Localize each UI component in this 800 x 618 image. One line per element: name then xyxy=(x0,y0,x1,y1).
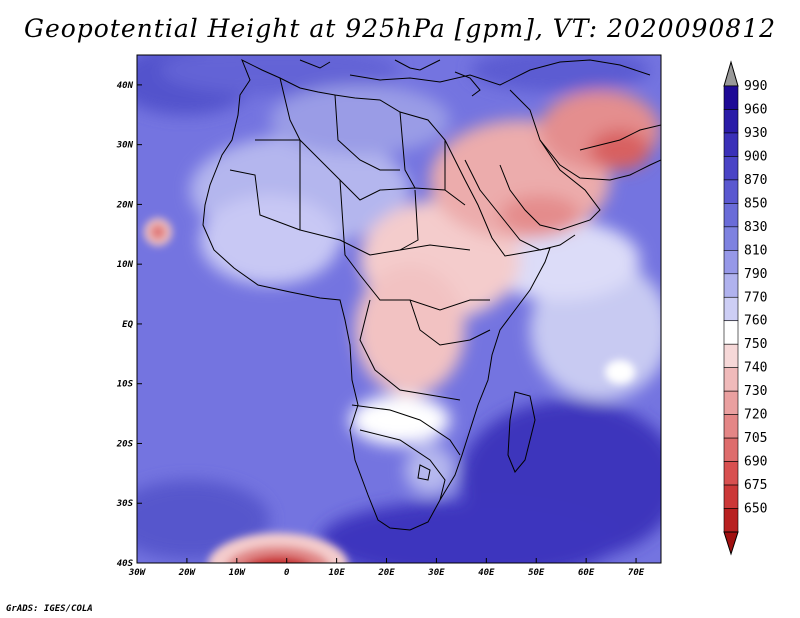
colorbar-swatch xyxy=(723,508,739,533)
colorbar-label: 770 xyxy=(744,290,767,305)
colorbar-swatch xyxy=(723,484,739,509)
lon-tick-label: 20E xyxy=(377,568,395,578)
longitude-axis: 30W 20W 10W 0 10E 20E 30E 40E 50E 60E 70E xyxy=(128,558,645,578)
colorbar-label: 690 xyxy=(744,455,767,470)
lon-tick-label: 20W xyxy=(178,568,197,578)
lat-tick-label: 40N xyxy=(117,81,134,91)
colorbar-swatch xyxy=(723,367,739,392)
colorbar-swatch xyxy=(723,296,739,322)
lat-tick-label: 30N xyxy=(116,141,134,151)
colorbar: 990 960 930 900 870 850 830 810 790 770 760 750 740 7… xyxy=(723,60,767,556)
lon-tick-label: 10E xyxy=(328,568,345,578)
colorbar-swatch xyxy=(723,226,739,251)
lat-tick-label: 20N xyxy=(116,200,134,210)
lat-tick-label: 30S xyxy=(116,499,134,509)
lon-tick-label: 30E xyxy=(427,568,445,578)
colorbar-swatch xyxy=(723,273,739,298)
latitude-axis: 40N 30N 20N 10N EQ 10S 20S 30S 40S xyxy=(116,81,142,569)
lon-tick-label: 10W xyxy=(229,568,247,578)
grads-credit: GrADS: IGES/COLA xyxy=(6,604,93,614)
colorbar-swatch xyxy=(723,250,739,275)
coastlines xyxy=(202,58,661,531)
colorbar-label: 850 xyxy=(744,196,767,211)
colorbar-label: 870 xyxy=(744,173,767,188)
colorbar-swatch xyxy=(723,85,739,110)
colorbar-label: 675 xyxy=(744,478,767,493)
colorbar-label: 960 xyxy=(744,102,767,117)
colorbar-label: 750 xyxy=(744,337,767,352)
lon-tick-label: 60E xyxy=(578,568,595,578)
colorbar-swatch xyxy=(723,109,739,134)
colorbar-label: 705 xyxy=(744,431,767,446)
lon-tick-label: 40E xyxy=(478,568,495,578)
colorbar-label: 730 xyxy=(744,384,767,399)
colorbar-swatch xyxy=(723,390,739,415)
lat-tick-label: EQ xyxy=(122,320,133,330)
colorbar-swatch xyxy=(723,461,739,486)
colorbar-label: 900 xyxy=(744,149,767,164)
colorbar-top-cap xyxy=(723,60,739,87)
colorbar-swatch xyxy=(723,437,739,462)
colorbar-label: 830 xyxy=(744,220,767,235)
colorbar-swatch xyxy=(723,343,739,368)
colorbar-label: 930 xyxy=(744,126,767,141)
colorbar-label: 650 xyxy=(744,502,767,517)
colorbar-swatch xyxy=(723,179,739,204)
lon-tick-label: 30W xyxy=(128,568,147,578)
lon-tick-label: 70E xyxy=(628,568,645,578)
colorbar-label: 720 xyxy=(744,408,767,423)
colorbar-label: 790 xyxy=(744,267,767,282)
colorbar-label: 740 xyxy=(744,361,767,376)
lat-tick-label: 20S xyxy=(116,439,134,449)
colorbar-bottom-cap xyxy=(723,531,739,556)
plot-frame xyxy=(136,54,662,564)
colorbar-swatch xyxy=(723,156,739,181)
colorbar-swatch xyxy=(723,203,739,228)
colorbar-label: 990 xyxy=(744,79,767,94)
height-field xyxy=(137,55,661,563)
colorbar-swatch xyxy=(723,414,739,439)
lon-tick-label: 50E xyxy=(528,568,545,578)
colorbar-swatch xyxy=(723,320,739,345)
map-title: Geopotential Height at 925hPa [gpm], VT:… xyxy=(23,14,777,43)
colorbar-swatch xyxy=(723,132,739,157)
lat-tick-label: 10N xyxy=(117,260,134,270)
lat-tick-label: 40S xyxy=(117,559,134,569)
lat-tick-label: 10S xyxy=(117,380,134,390)
colorbar-label: 810 xyxy=(744,243,767,258)
colorbar-label: 760 xyxy=(744,314,767,329)
lon-tick-label: 0 xyxy=(284,568,290,578)
